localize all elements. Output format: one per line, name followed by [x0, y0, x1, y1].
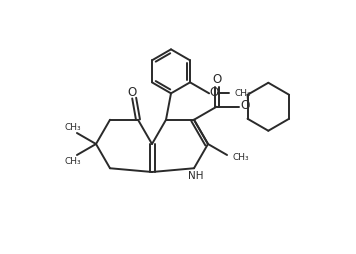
Text: O: O	[209, 86, 219, 99]
Text: CH₃: CH₃	[233, 153, 249, 163]
Text: CH₃: CH₃	[235, 89, 251, 98]
Text: O: O	[212, 73, 221, 86]
Text: O: O	[127, 86, 137, 99]
Text: O: O	[240, 99, 249, 112]
Text: NH: NH	[188, 171, 204, 181]
Text: CH₃: CH₃	[65, 156, 81, 166]
Text: CH₃: CH₃	[65, 122, 81, 132]
